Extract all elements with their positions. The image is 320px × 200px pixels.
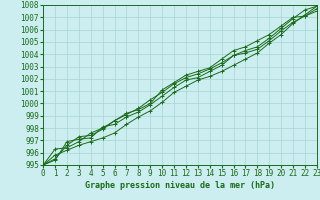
X-axis label: Graphe pression niveau de la mer (hPa): Graphe pression niveau de la mer (hPa) <box>85 181 275 190</box>
